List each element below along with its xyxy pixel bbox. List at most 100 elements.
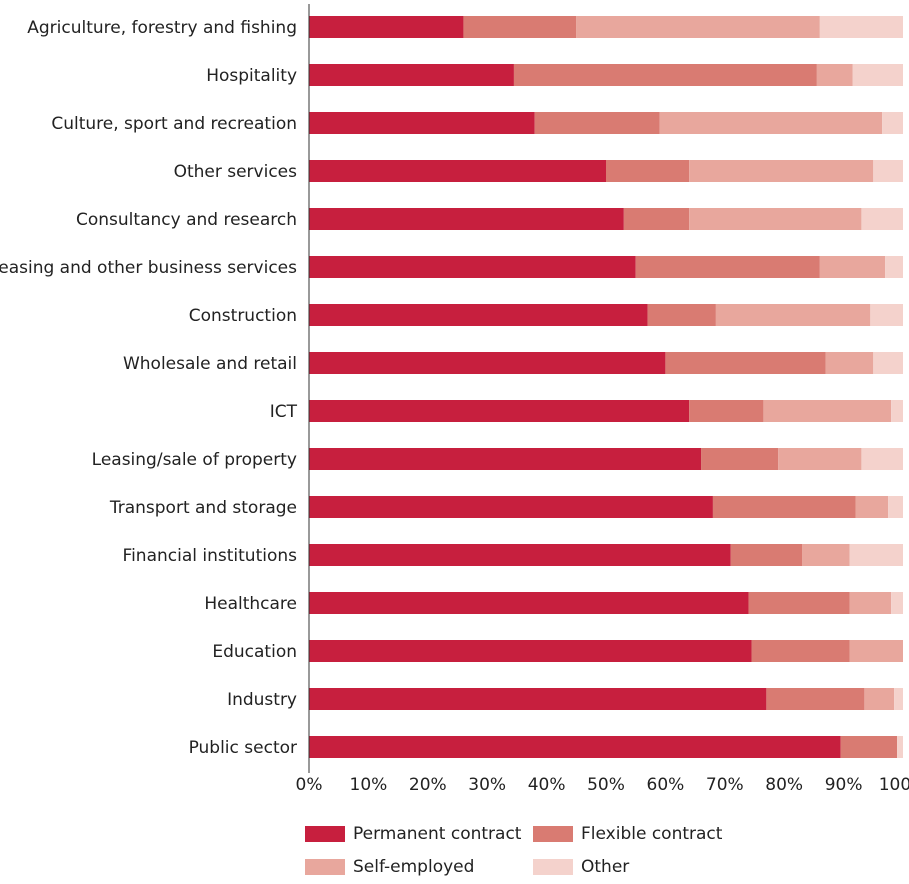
legend-item-flexible: Flexible contract xyxy=(533,824,722,844)
x-tick-label: 10% xyxy=(350,775,388,795)
x-tick-label: 90% xyxy=(825,775,863,795)
legend: Permanent contract Flexible contract Sel… xyxy=(305,824,745,884)
bar-segment xyxy=(659,112,883,134)
legend-swatch-permanent xyxy=(305,826,345,842)
bar-segment xyxy=(849,544,903,566)
category-label: Healthcare xyxy=(204,594,297,614)
bar-segment xyxy=(665,352,826,374)
bar-segment xyxy=(513,64,817,86)
legend-label-self-employed: Self-employed xyxy=(353,857,475,877)
bar-segment xyxy=(309,304,648,326)
bar-segment xyxy=(309,400,690,422)
legend-item-self-employed: Self-employed xyxy=(305,857,474,877)
category-label: Leasing/sale of property xyxy=(92,450,297,470)
bar-segment xyxy=(849,592,892,614)
legend-label-flexible: Flexible contract xyxy=(581,824,723,844)
bar-segment xyxy=(861,208,903,230)
bar-segment xyxy=(864,688,895,710)
bar-segment xyxy=(309,592,749,614)
legend-item-permanent: Permanent contract xyxy=(305,824,521,844)
category-label: Agriculture, forestry and fishing xyxy=(27,18,297,38)
category-label: Public sector xyxy=(189,738,297,758)
category-label: Hospitality xyxy=(206,66,297,86)
bar-segment xyxy=(819,16,903,38)
category-label: Culture, sport and recreation xyxy=(51,114,297,134)
x-tick-label: 70% xyxy=(706,775,744,795)
bar-segment xyxy=(882,112,903,134)
bar-segment xyxy=(309,160,606,182)
category-label: Transport and storage xyxy=(109,498,297,518)
bar-segment xyxy=(873,160,903,182)
bar-segment xyxy=(689,400,764,422)
bar-segment xyxy=(819,256,886,278)
bar-segment xyxy=(309,16,464,38)
bar-segment xyxy=(852,64,903,86)
bar-segment xyxy=(849,640,903,662)
bar-segment xyxy=(897,736,903,758)
bar-segment xyxy=(873,352,903,374)
category-label: ICT xyxy=(270,402,298,422)
x-tick-label: 60% xyxy=(647,775,685,795)
bar-segment xyxy=(309,112,535,134)
bar-segment xyxy=(891,400,903,422)
bar-segment xyxy=(840,736,898,758)
stacked-bar-chart: Agriculture, forestry and fishing Hospita… xyxy=(0,4,909,795)
bar-segment xyxy=(888,496,903,518)
legend-label-permanent: Permanent contract xyxy=(353,824,522,844)
bar-segment xyxy=(309,736,841,758)
bar-segment xyxy=(802,544,850,566)
legend-swatch-flexible xyxy=(533,826,573,842)
x-tick-labels: 0% 10% 20% 30% 40% 50% 60% 70% 80% 90% 100% xyxy=(296,775,909,795)
bar-segment xyxy=(647,304,716,326)
bar-segment xyxy=(701,448,779,470)
bar-segment xyxy=(309,544,731,566)
bar-segment xyxy=(751,640,850,662)
bar-segment xyxy=(855,496,889,518)
bar-segment xyxy=(766,688,865,710)
x-tick-label: 50% xyxy=(587,775,625,795)
x-tick-label: 100% xyxy=(879,775,909,795)
bar-segment xyxy=(885,256,903,278)
bar-segment xyxy=(309,496,713,518)
bar-segment xyxy=(534,112,660,134)
legend-label-other: Other xyxy=(581,857,630,877)
x-tick-label: 40% xyxy=(528,775,566,795)
bar-segment xyxy=(763,400,892,422)
bars-group xyxy=(309,16,903,758)
bar-segment xyxy=(748,592,850,614)
category-label: Construction xyxy=(189,306,297,326)
bar-segment xyxy=(606,160,690,182)
category-label: Leasing and other business services xyxy=(0,258,297,278)
x-tick-label: 20% xyxy=(409,775,447,795)
bar-segment xyxy=(623,208,690,230)
bar-segment xyxy=(825,352,874,374)
legend-item-other: Other xyxy=(533,857,629,877)
bar-segment xyxy=(689,208,862,230)
bar-segment xyxy=(861,448,903,470)
bar-segment xyxy=(309,208,624,230)
bar-segment xyxy=(712,496,856,518)
category-label: Consultancy and research xyxy=(76,210,297,230)
category-label: Wholesale and retail xyxy=(123,354,297,374)
bar-segment xyxy=(894,688,903,710)
category-labels: Agriculture, forestry and fishing Hospita… xyxy=(0,18,298,758)
bar-segment xyxy=(715,304,871,326)
bar-segment xyxy=(891,592,903,614)
bar-segment xyxy=(689,160,874,182)
bar-segment xyxy=(635,256,820,278)
category-label: Education xyxy=(212,642,297,662)
bar-segment xyxy=(816,64,853,86)
legend-swatch-self-employed xyxy=(305,859,345,875)
bar-segment xyxy=(463,16,577,38)
bar-segment xyxy=(730,544,803,566)
bar-segment xyxy=(778,448,862,470)
legend-swatch-other xyxy=(533,859,573,875)
bar-segment xyxy=(309,640,752,662)
bar-segment xyxy=(576,16,820,38)
bar-segment xyxy=(309,64,514,86)
category-label: Financial institutions xyxy=(123,546,298,566)
x-tick-label: 30% xyxy=(468,775,506,795)
category-label: Other services xyxy=(174,162,298,182)
bar-segment xyxy=(309,352,666,374)
x-tick-label: 80% xyxy=(765,775,803,795)
